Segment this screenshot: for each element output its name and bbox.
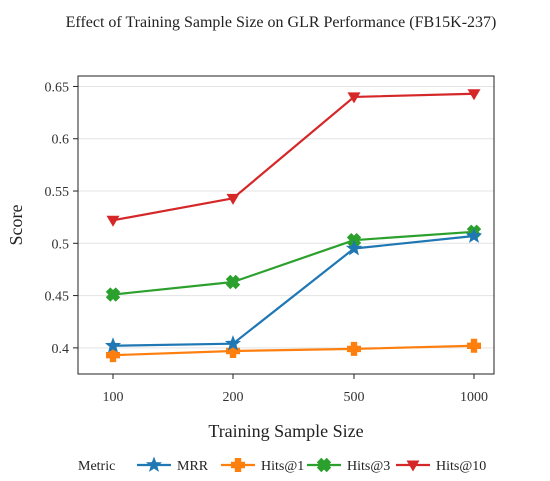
plot-area-frame — [77, 75, 495, 375]
legend-title: Metric — [78, 459, 115, 474]
chart-title: Effect of Training Sample Size on GLR Pe… — [66, 14, 497, 31]
legend-label: MRR — [177, 459, 209, 474]
data-point-mrr — [345, 240, 363, 256]
legend-item-mrr: MRR — [137, 456, 209, 474]
data-point-mrr — [104, 337, 122, 353]
series-hits-10 — [106, 89, 481, 227]
series-layer — [104, 89, 483, 363]
series-line-hits-10 — [112, 92, 475, 222]
data-point-hits-10 — [467, 89, 481, 101]
legend-label: Hits@3 — [347, 459, 390, 474]
data-point-hits-3 — [105, 287, 121, 302]
legend-item-hits-3: Hits@3 — [307, 457, 390, 474]
y-tick-label: 0.55 — [45, 185, 70, 200]
data-point-hits-1 — [467, 338, 481, 353]
gridlines — [78, 85, 494, 349]
series-line-hits-3 — [112, 230, 475, 296]
y-tick-label: 0.65 — [45, 80, 70, 95]
legend-label: Hits@1 — [261, 459, 304, 474]
data-point-hits-10 — [106, 215, 120, 227]
data-point-mrr — [224, 335, 242, 351]
y-tick-label: 0.6 — [52, 133, 70, 148]
y-axis-title: Score — [6, 204, 26, 245]
axis-ticks: 0.4 0.45 0.5 0.55 0.6 0.65 100 200 500 1000 — [45, 80, 489, 405]
legend-item-hits-1: Hits@1 — [221, 458, 304, 474]
data-point-hits-3 — [225, 274, 241, 290]
x-tick-label: 100 — [103, 390, 124, 405]
legend-item-hits-10: Hits@10 — [396, 459, 486, 474]
x-tick-label: 1000 — [460, 390, 488, 405]
y-tick-label: 0.45 — [45, 290, 70, 305]
series-line-mrr — [112, 234, 475, 347]
series-mrr — [104, 227, 483, 353]
y-tick-label: 0.5 — [52, 237, 70, 252]
data-point-hits-10 — [226, 193, 240, 205]
legend-marker-mrr — [145, 456, 163, 472]
series-hits-3 — [105, 224, 482, 302]
legend-marker-hits-10 — [406, 460, 420, 472]
data-point-mrr — [465, 227, 483, 243]
legend: Metric MRR Hits@1 Hits@3 Hits@10 — [78, 456, 486, 474]
series-hits-1 — [106, 338, 481, 363]
legend-marker-hits-3 — [316, 457, 332, 473]
x-tick-label: 200 — [223, 390, 244, 405]
legend-label: Hits@10 — [436, 459, 486, 474]
y-tick-label: 0.4 — [52, 342, 70, 357]
data-point-hits-1 — [347, 341, 361, 356]
x-tick-label: 500 — [344, 390, 365, 405]
data-point-hits-1 — [226, 343, 240, 358]
series-line-hits-1 — [112, 344, 475, 357]
data-point-hits-1 — [106, 348, 120, 363]
x-axis-title: Training Sample Size — [208, 421, 363, 441]
data-point-hits-10 — [347, 92, 361, 104]
legend-marker-hits-1 — [231, 458, 245, 472]
